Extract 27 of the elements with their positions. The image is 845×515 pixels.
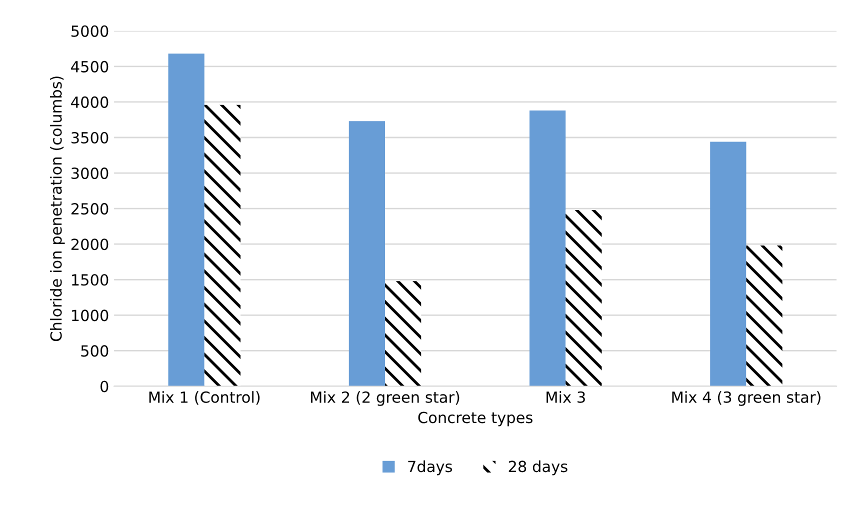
bar (566, 210, 602, 386)
x-tick-label: Mix 1 (Control) (149, 391, 260, 405)
legend-label: 7days (408, 460, 452, 476)
x-axis-title: Concrete types (418, 412, 532, 426)
y-tick-label: 0 (100, 380, 108, 392)
y-tick-label: 2000 (71, 238, 108, 250)
bar (348, 121, 386, 386)
y-tick-label: 500 (81, 345, 108, 357)
bar (710, 142, 746, 386)
bar (168, 54, 204, 386)
y-tick-label: 3500 (71, 132, 108, 144)
x-tick-label: Mix 3 (546, 391, 585, 403)
y-tick-label: 5000 (72, 25, 108, 37)
bar (385, 281, 422, 386)
bar (530, 110, 566, 386)
y-tick-label: 4000 (71, 96, 108, 108)
y-tick-label: 3000 (71, 168, 108, 180)
y-axis-title: Chloride ion penetration (columbs) (50, 76, 65, 342)
y-tick-label: 1500 (72, 274, 108, 286)
x-tick-label: Mix 2 (2 green star) (311, 391, 460, 406)
y-tick-label: 4500 (71, 60, 108, 72)
bar (204, 104, 241, 386)
x-tick-label: Mix 4 (3 green star) (672, 391, 820, 406)
y-tick-label: 2500 (71, 203, 108, 215)
legend-label: 28 days (508, 460, 568, 476)
bar (746, 246, 782, 386)
y-tick-label: 1000 (72, 310, 108, 322)
